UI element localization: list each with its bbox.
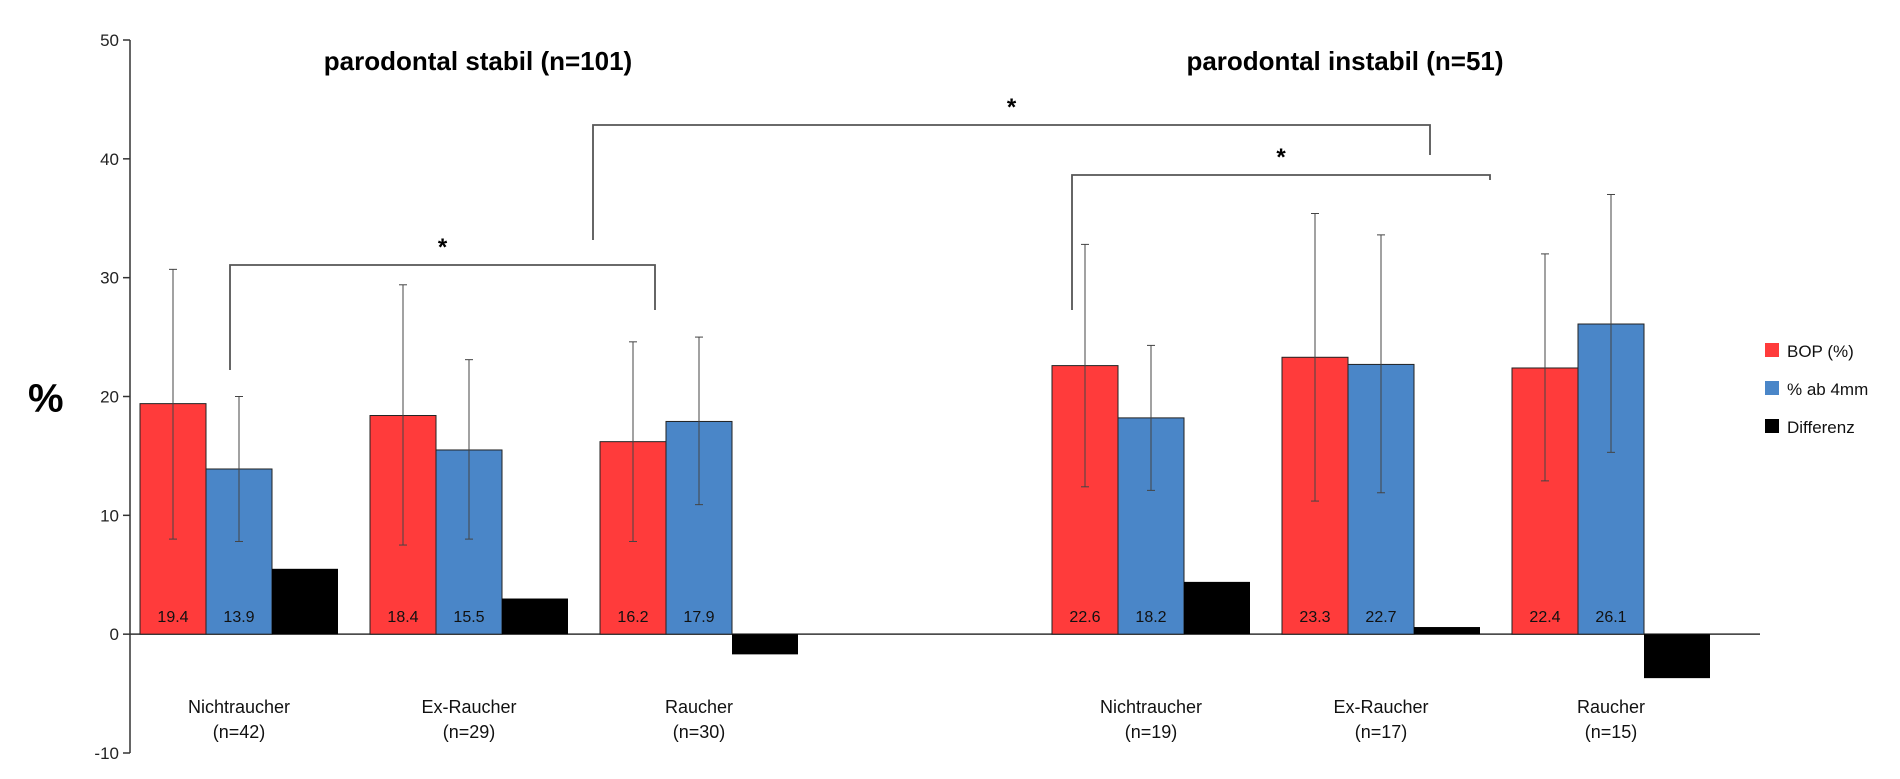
data-label: 22.6 — [1069, 609, 1100, 626]
y-tick-label: 20 — [100, 388, 119, 407]
group-title: parodontal instabil (n=51) — [1186, 46, 1503, 76]
y-tick-label: -10 — [94, 744, 119, 763]
labels-layer: 19.4 18.4 16.2 22.6 23.3 22.4 13.9 15.5 17.9 18.2… — [157, 46, 1645, 742]
significance-bracket — [592, 124, 1431, 240]
y-tick-label: 0 — [110, 625, 119, 644]
x-category-label: Nichtraucher — [188, 697, 290, 717]
data-label: 23.3 — [1299, 609, 1330, 626]
x-category-sublabel: (n=17) — [1355, 722, 1408, 742]
data-label: 26.1 — [1595, 609, 1626, 626]
x-category-label: Ex-Raucher — [1333, 697, 1428, 717]
bar-difference — [1644, 634, 1710, 679]
significance-marker: * — [1276, 144, 1286, 171]
x-category-sublabel: (n=19) — [1125, 722, 1178, 742]
y-tick-label: 30 — [100, 269, 119, 288]
data-label: 15.5 — [453, 609, 484, 626]
bars-layer — [139, 193, 1710, 679]
bar-difference — [732, 634, 798, 655]
data-label: 18.4 — [387, 609, 418, 626]
y-tick-label: 40 — [100, 150, 119, 169]
legend-swatch — [1765, 343, 1779, 357]
data-label: 22.4 — [1529, 609, 1560, 626]
x-category-sublabel: (n=15) — [1585, 722, 1638, 742]
x-category-label: Nichtraucher — [1100, 697, 1202, 717]
bar-difference — [502, 598, 568, 635]
data-label: 18.2 — [1135, 609, 1166, 626]
significance-bracket — [1071, 174, 1491, 310]
data-label: 22.7 — [1365, 609, 1396, 626]
x-category-sublabel: (n=29) — [443, 722, 496, 742]
x-category-label: Raucher — [1577, 697, 1645, 717]
x-category-sublabel: (n=30) — [673, 722, 726, 742]
data-label: 17.9 — [683, 609, 714, 626]
significance-marker: * — [1007, 94, 1017, 121]
y-axis-label: % — [28, 377, 64, 421]
legend-label: % ab 4mm — [1787, 380, 1868, 399]
data-label: 16.2 — [617, 609, 648, 626]
significance-bracket — [229, 264, 656, 370]
legend-swatch — [1765, 419, 1779, 433]
legend: BOP (%) % ab 4mm Differenz — [1765, 342, 1868, 437]
legend-label: BOP (%) — [1787, 342, 1854, 361]
x-category-label: Raucher — [665, 697, 733, 717]
y-tick-label: 10 — [100, 506, 119, 525]
x-category-label: Ex-Raucher — [421, 697, 516, 717]
bar-difference — [272, 568, 338, 635]
bar-difference — [1414, 627, 1480, 635]
data-label: 13.9 — [223, 609, 254, 626]
legend-swatch — [1765, 381, 1779, 395]
significance-marker: * — [438, 234, 448, 261]
x-category-sublabel: (n=42) — [213, 722, 266, 742]
bar-difference — [1184, 581, 1250, 635]
data-label: 19.4 — [157, 609, 188, 626]
group-title: parodontal stabil (n=101) — [324, 46, 632, 76]
legend-label: Differenz — [1787, 418, 1855, 437]
y-tick-label: 50 — [100, 31, 119, 50]
axis-layer: -10 0 10 20 30 40 50% — [28, 31, 1760, 763]
brackets-layer: * * * — [229, 94, 1491, 370]
